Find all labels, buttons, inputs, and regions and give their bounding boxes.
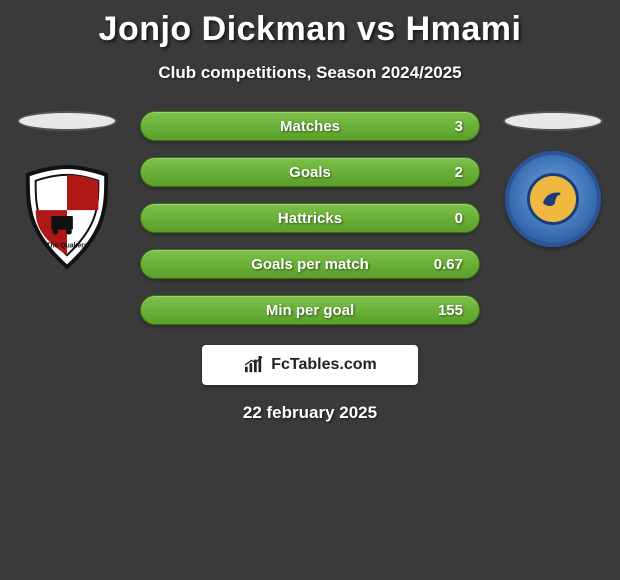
stat-label: Goals per match xyxy=(251,256,369,273)
stat-value: 0 xyxy=(455,210,463,227)
page-subtitle: Club competitions, Season 2024/2025 xyxy=(0,63,620,83)
page-title: Jonjo Dickman vs Hmami xyxy=(0,0,620,49)
stat-row: Goals 2 xyxy=(140,157,480,187)
svg-text:The Quakers: The Quakers xyxy=(46,242,88,249)
left-team-column: The Quakers xyxy=(12,111,122,271)
stat-value: 0.67 xyxy=(434,256,463,273)
stat-row: Goals per match 0.67 xyxy=(140,249,480,279)
stat-value: 155 xyxy=(438,302,463,319)
stat-row: Min per goal 155 xyxy=(140,295,480,325)
stats-column: Matches 3 Goals 2 Hattricks 0 Goals per … xyxy=(140,111,480,325)
bird-icon xyxy=(527,173,579,225)
right-photo-placeholder xyxy=(503,111,603,131)
bar-chart-icon xyxy=(243,356,265,374)
comparison-row: The Quakers Matches 3 Goals 2 Hattricks … xyxy=(0,111,620,325)
stat-label: Min per goal xyxy=(266,302,354,319)
right-team-column xyxy=(498,111,608,247)
footer-brand-text: FcTables.com xyxy=(271,356,377,374)
stat-value: 2 xyxy=(455,164,463,181)
stat-label: Goals xyxy=(289,164,331,181)
date-label: 22 february 2025 xyxy=(0,403,620,423)
right-team-badge xyxy=(505,151,601,247)
shield-icon: The Quakers xyxy=(18,163,116,271)
stat-row: Hattricks 0 xyxy=(140,203,480,233)
stat-label: Hattricks xyxy=(278,210,342,227)
left-photo-placeholder xyxy=(17,111,117,131)
footer-brand-box[interactable]: FcTables.com xyxy=(202,345,418,385)
left-team-badge: The Quakers xyxy=(18,163,116,271)
stat-value: 3 xyxy=(455,118,463,135)
stat-row: Matches 3 xyxy=(140,111,480,141)
stat-label: Matches xyxy=(280,118,340,135)
